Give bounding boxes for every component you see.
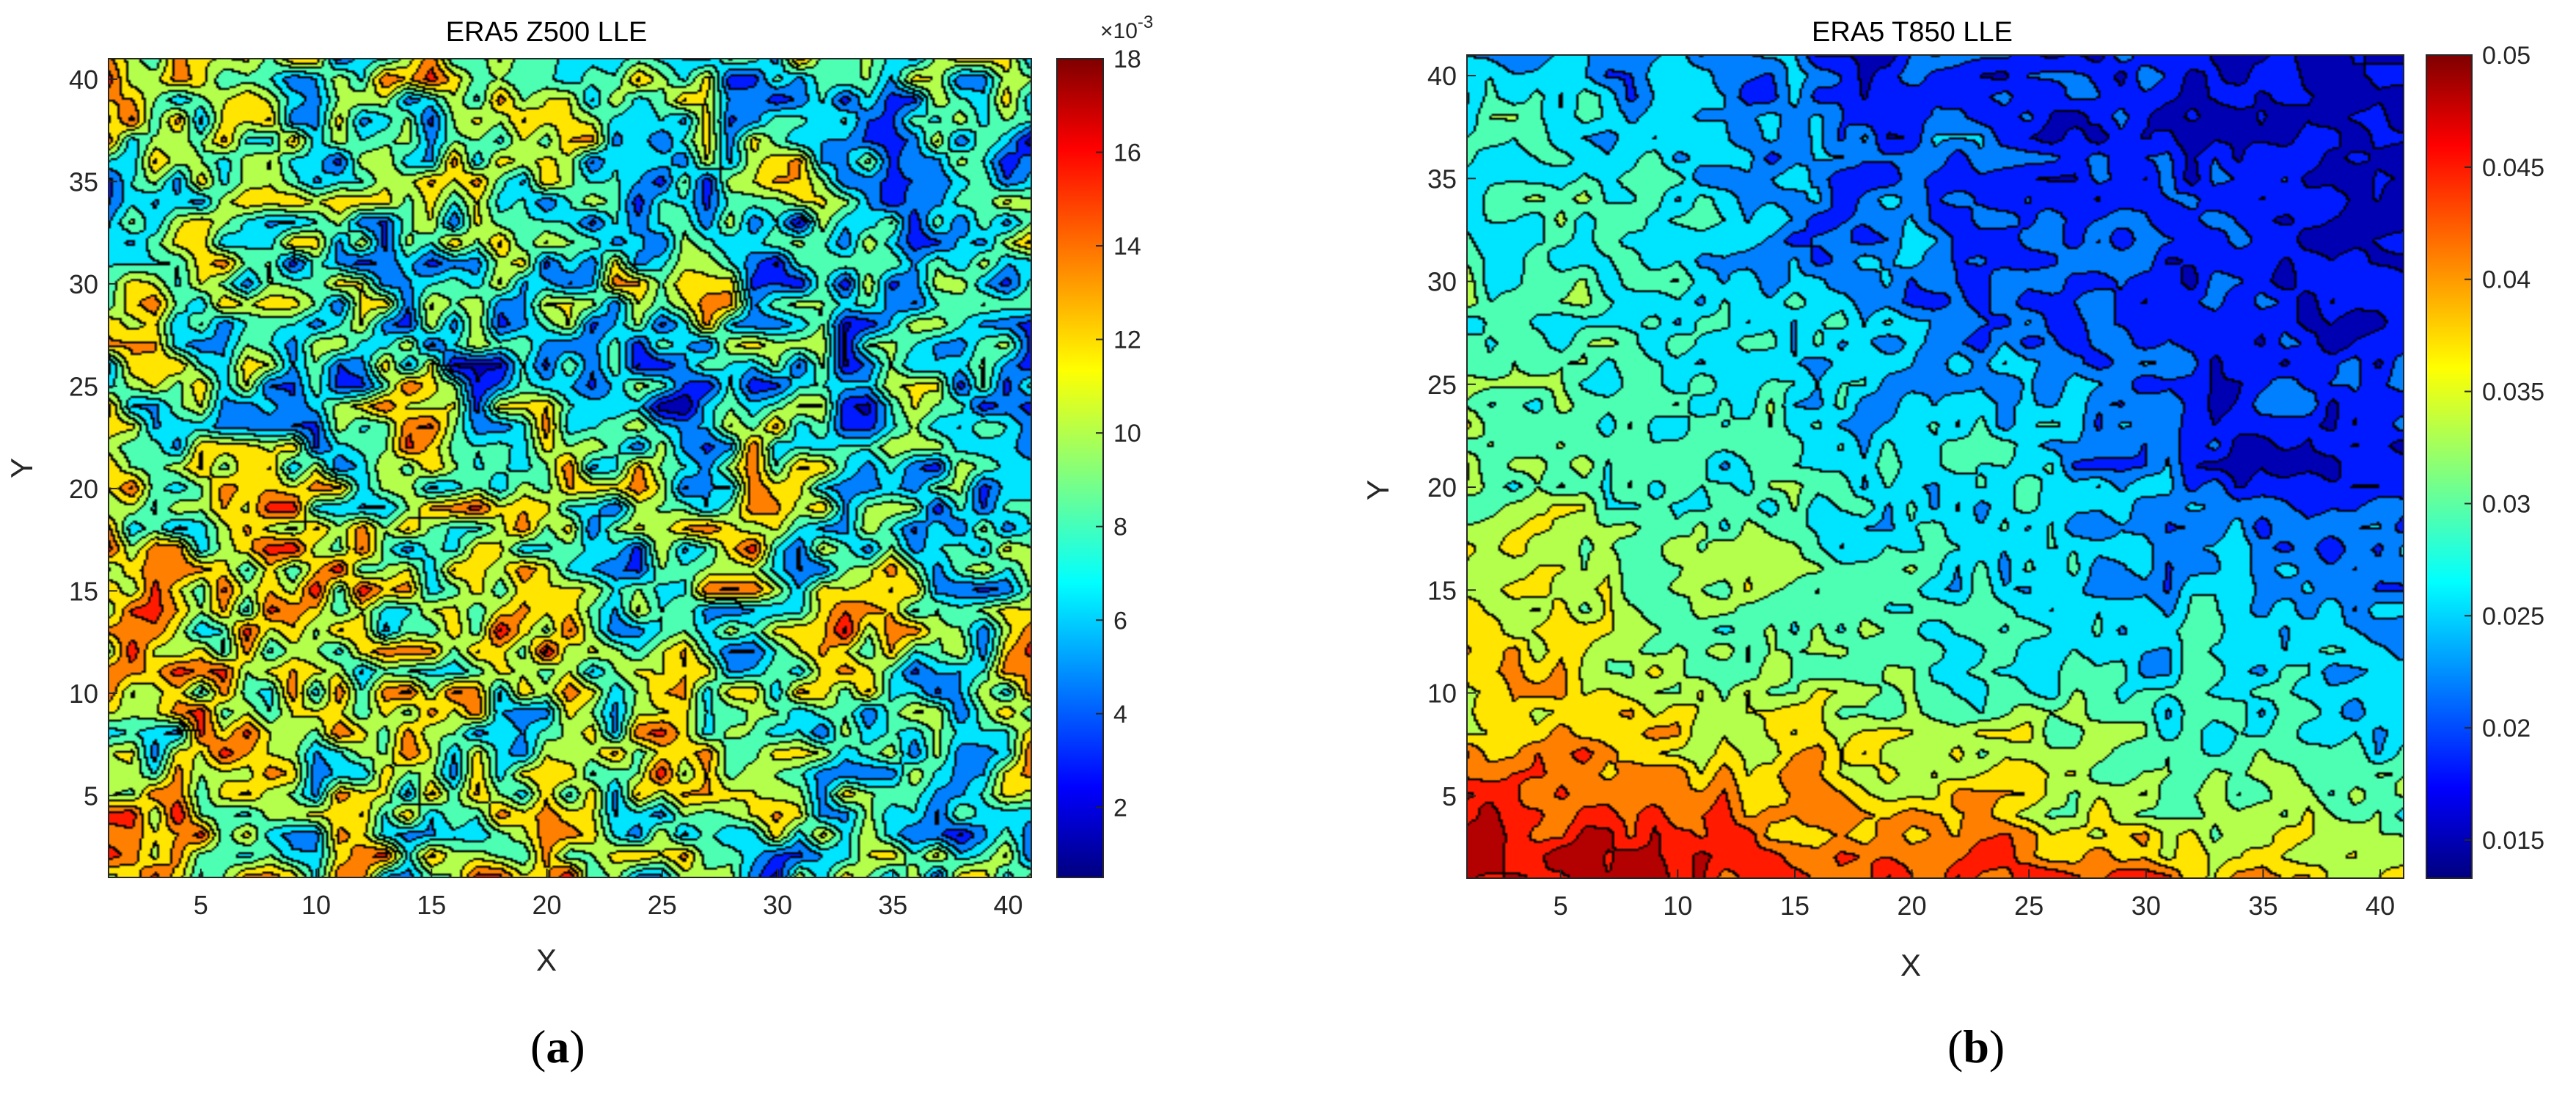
panel-a-y-axis-label: Y	[4, 458, 39, 478]
panel-a-plot-area	[108, 58, 1032, 878]
panel-b-colorbar-tick-label: 0.045	[2482, 154, 2544, 182]
panel-a-y-tick-label: 20	[69, 474, 98, 504]
panel-b-colorbar-tick-label: 0.025	[2482, 602, 2544, 630]
panel-a-x-tick-label: 30	[763, 890, 792, 920]
panel-a-y-tick-label: 40	[69, 65, 98, 95]
panel-b-y-tick-label: 10	[1427, 679, 1457, 709]
panel-b-colorbar-tick-label: 0.035	[2482, 379, 2544, 406]
panel-b-y-tick-label: 30	[1427, 267, 1457, 297]
panel-b-colorbar-tick-label: 0.015	[2482, 827, 2544, 855]
panel-a-x-tick-label: 35	[878, 890, 907, 920]
panel-a-axes-frame	[108, 58, 1032, 878]
panel-b-colorbar-tick-label: 0.02	[2482, 715, 2531, 742]
panel-a-colorbar-tick-label: 4	[1113, 701, 1127, 729]
panel-b-y-tick-label: 5	[1442, 781, 1457, 811]
panel-a-y-tick-label: 5	[84, 781, 98, 811]
panel-a-x-axis-label: X	[536, 943, 557, 977]
panel-b-x-tick-label: 5	[1554, 891, 1568, 921]
panel-b-chart: ERA5 T850 LLE 5 10 15 20 25 30 35 40 5 10 15 20 25 3…	[1361, 17, 2544, 982]
panel-b-label: (b)	[1947, 1020, 2005, 1073]
panel-a-colorbar-tick-label: 6	[1113, 607, 1127, 635]
panel-b-y-tick-label: 25	[1427, 370, 1457, 400]
panel-b-colorbar-tick-label: 0.03	[2482, 490, 2531, 518]
panel-b-title: ERA5 T850 LLE	[1812, 17, 2013, 48]
panel-a-label: (a)	[530, 1020, 585, 1073]
panel-b-contour-field	[1467, 55, 2404, 878]
panel-b-x-tick-label: 10	[1663, 891, 1692, 921]
panel-a-x-tick-label: 20	[533, 890, 562, 920]
panel-b-x-tick-label: 35	[2248, 891, 2277, 921]
panel-a-y-tick-label: 30	[69, 269, 98, 299]
panel-b-y-tick-label: 20	[1427, 472, 1457, 503]
panel-a-colorbar	[1056, 58, 1104, 878]
panel-b-plot-area	[1466, 54, 2404, 879]
panel-a-x-tick-label: 25	[648, 890, 677, 920]
panel-b-y-tick-label: 40	[1427, 61, 1457, 91]
panel-b-x-tick-label: 20	[1898, 891, 1927, 921]
panel-a-x-tick-label: 40	[994, 890, 1023, 920]
panel-a-colorbar-tick-label: 18	[1113, 45, 1141, 73]
panel-b-y-axis-label: Y	[1361, 480, 1395, 500]
panel-b-y-tick-label: 35	[1427, 164, 1457, 194]
panel-b-x-tick-label: 15	[1780, 891, 1810, 921]
panel-b-x-tick-label: 40	[2365, 891, 2395, 921]
panel-a-y-tick-label: 15	[69, 576, 98, 606]
panel-b-colorbar-tick-label: 0.04	[2482, 266, 2531, 294]
panel-a-x-tick-label: 5	[194, 890, 208, 920]
panel-b-y-tick-label: 15	[1427, 575, 1457, 605]
panel-a-colorbar-tick-label: 12	[1113, 326, 1141, 354]
panel-a-colorbar-tick-label: 14	[1113, 233, 1141, 260]
panel-a-colorbar-tick-label: 8	[1113, 514, 1127, 541]
panel-a-y-tick-label: 25	[69, 371, 98, 401]
panel-b-x-tick-label: 25	[2014, 891, 2043, 921]
panel-b-x-axis-label: X	[1900, 948, 1921, 982]
panel-b-x-tick-label: 30	[2132, 891, 2161, 921]
panel-a-colorbar-exponent: ×10-3	[1100, 12, 1153, 43]
panel-a-y-tick-label: 35	[69, 167, 98, 197]
panel-b-axes-frame	[1466, 54, 2404, 879]
panel-a-x-tick-label: 15	[417, 890, 446, 920]
panel-a-chart: ERA5 Z500 LLE 5 10 15 20 25 30 35 40 5 10 15 20 25 3…	[4, 12, 1153, 977]
panel-b-colorbar	[2426, 54, 2473, 879]
panel-a-colorbar-tick-label: 2	[1113, 794, 1127, 822]
panel-a-x-tick-label: 10	[301, 890, 331, 920]
panel-a-colorbar-tick-label: 10	[1113, 420, 1141, 448]
panel-a-colorbar-tick-label: 16	[1113, 139, 1141, 167]
panel-b-colorbar-tick-label: 0.05	[2482, 42, 2531, 70]
panel-a-title: ERA5 Z500 LLE	[446, 17, 648, 48]
panel-a-contour-field	[109, 59, 1031, 877]
panel-a-y-tick-label: 10	[69, 679, 98, 709]
